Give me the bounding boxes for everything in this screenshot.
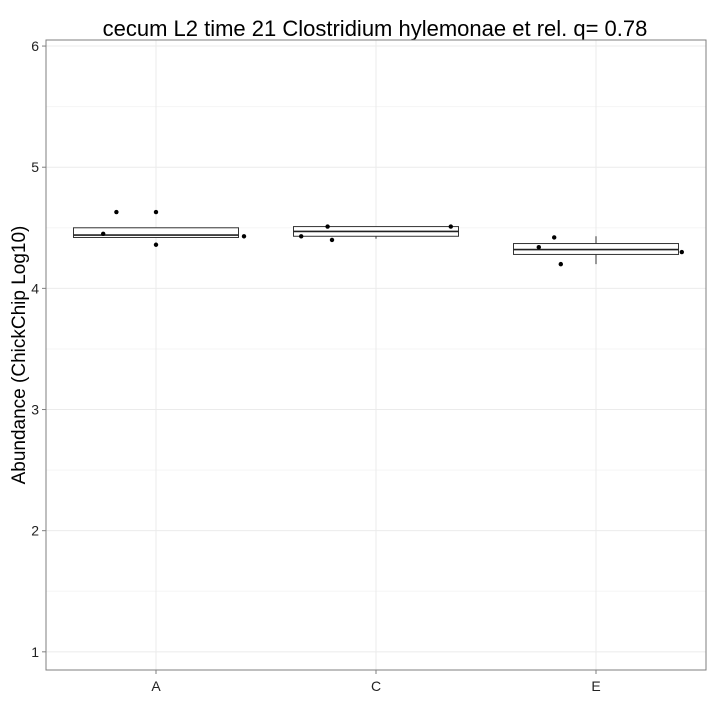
y-tick-label: 5 — [31, 159, 39, 175]
chart-title: cecum L2 time 21 Clostridium hylemonae e… — [103, 16, 648, 41]
grid-lines — [46, 40, 706, 670]
data-point — [241, 234, 247, 239]
y-tick-label: 1 — [31, 644, 39, 660]
y-tick-label: 2 — [31, 523, 39, 539]
data-point — [325, 224, 330, 229]
x-tick-label: A — [151, 678, 161, 694]
data-point — [558, 261, 563, 267]
data-point — [153, 209, 159, 215]
y-axis-label: Abundance (ChickChip Log10) — [9, 226, 30, 485]
y-tick-label: 4 — [31, 280, 39, 296]
y-tick-label: 3 — [31, 402, 39, 418]
data-point — [114, 209, 119, 215]
data-point — [101, 231, 106, 237]
data-point — [679, 249, 684, 255]
point-layer — [101, 209, 684, 267]
box-layer — [73, 226, 679, 265]
box-a — [73, 227, 239, 238]
x-tick-label: C — [371, 678, 381, 694]
data-point — [552, 235, 557, 240]
box-c — [293, 226, 459, 239]
data-point — [536, 244, 541, 250]
data-point — [153, 242, 159, 247]
y-axis-ticks: 1 2 3 4 5 6 — [31, 38, 46, 660]
data-point — [448, 224, 453, 229]
data-point — [329, 237, 335, 243]
box-e — [513, 236, 679, 265]
box-body — [73, 227, 239, 238]
data-point — [299, 234, 304, 239]
x-tick-label: E — [591, 678, 600, 694]
y-tick-label: 6 — [31, 38, 39, 54]
